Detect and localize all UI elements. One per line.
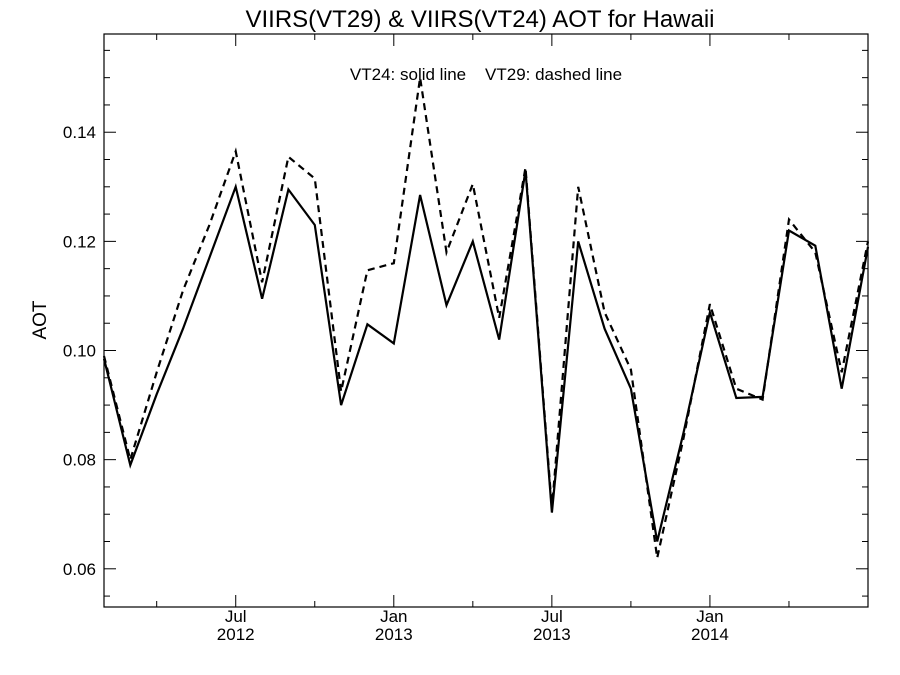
- y-tick-label: 0.06: [63, 560, 96, 579]
- legend-annotation: VT24: solid line VT29: dashed line: [350, 65, 622, 84]
- x-tick-label-year: 2012: [217, 625, 255, 644]
- x-tick-label-year: 2014: [691, 625, 729, 644]
- y-tick-labels: 0.06 0.08 0.10 0.12 0.14: [63, 123, 96, 579]
- y-tick-label: 0.12: [63, 232, 96, 251]
- x-tick-label-month: Jan: [380, 607, 407, 626]
- y-axis-label: AOT: [30, 300, 51, 339]
- x-tick-label-month: Jul: [225, 607, 247, 626]
- x-tick-label-year: 2013: [533, 625, 571, 644]
- x-tick-label-month: Jul: [541, 607, 563, 626]
- x-tick-label-month: Jan: [696, 607, 723, 626]
- y-tick-label: 0.10: [63, 342, 96, 361]
- y-tick-label: 0.14: [63, 123, 96, 142]
- series-layer: [102, 77, 870, 559]
- series-line-vt29: [102, 77, 870, 559]
- chart-title: VIIRS(VT29) & VIIRS(VT24) AOT for Hawaii: [245, 6, 714, 33]
- plot-frame: [103, 33, 869, 608]
- x-tick-label-year: 2013: [375, 625, 413, 644]
- series-line-vt24: [102, 170, 870, 542]
- axis-ticks: [104, 34, 868, 607]
- y-tick-label: 0.08: [63, 451, 96, 470]
